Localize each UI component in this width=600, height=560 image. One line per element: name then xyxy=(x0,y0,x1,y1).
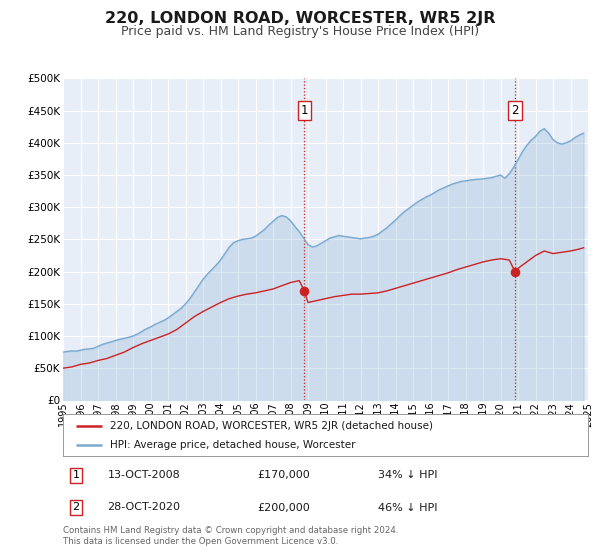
Text: 2: 2 xyxy=(511,104,519,117)
Text: 220, LONDON ROAD, WORCESTER, WR5 2JR: 220, LONDON ROAD, WORCESTER, WR5 2JR xyxy=(105,11,495,26)
Text: Contains HM Land Registry data © Crown copyright and database right 2024.
This d: Contains HM Land Registry data © Crown c… xyxy=(63,526,398,546)
Text: 34% ↓ HPI: 34% ↓ HPI xyxy=(378,470,437,480)
Text: 46% ↓ HPI: 46% ↓ HPI xyxy=(378,502,437,512)
Text: 1: 1 xyxy=(73,470,80,480)
Text: HPI: Average price, detached house, Worcester: HPI: Average price, detached house, Worc… xyxy=(110,440,356,450)
Text: £170,000: £170,000 xyxy=(257,470,310,480)
Text: 2: 2 xyxy=(73,502,80,512)
Text: Price paid vs. HM Land Registry's House Price Index (HPI): Price paid vs. HM Land Registry's House … xyxy=(121,25,479,38)
Text: 1: 1 xyxy=(301,104,308,117)
Text: 13-OCT-2008: 13-OCT-2008 xyxy=(107,470,181,480)
Text: £200,000: £200,000 xyxy=(257,502,310,512)
Text: 28-OCT-2020: 28-OCT-2020 xyxy=(107,502,181,512)
Point xyxy=(510,267,520,276)
Text: 220, LONDON ROAD, WORCESTER, WR5 2JR (detached house): 220, LONDON ROAD, WORCESTER, WR5 2JR (de… xyxy=(110,421,433,431)
Point xyxy=(299,287,309,296)
